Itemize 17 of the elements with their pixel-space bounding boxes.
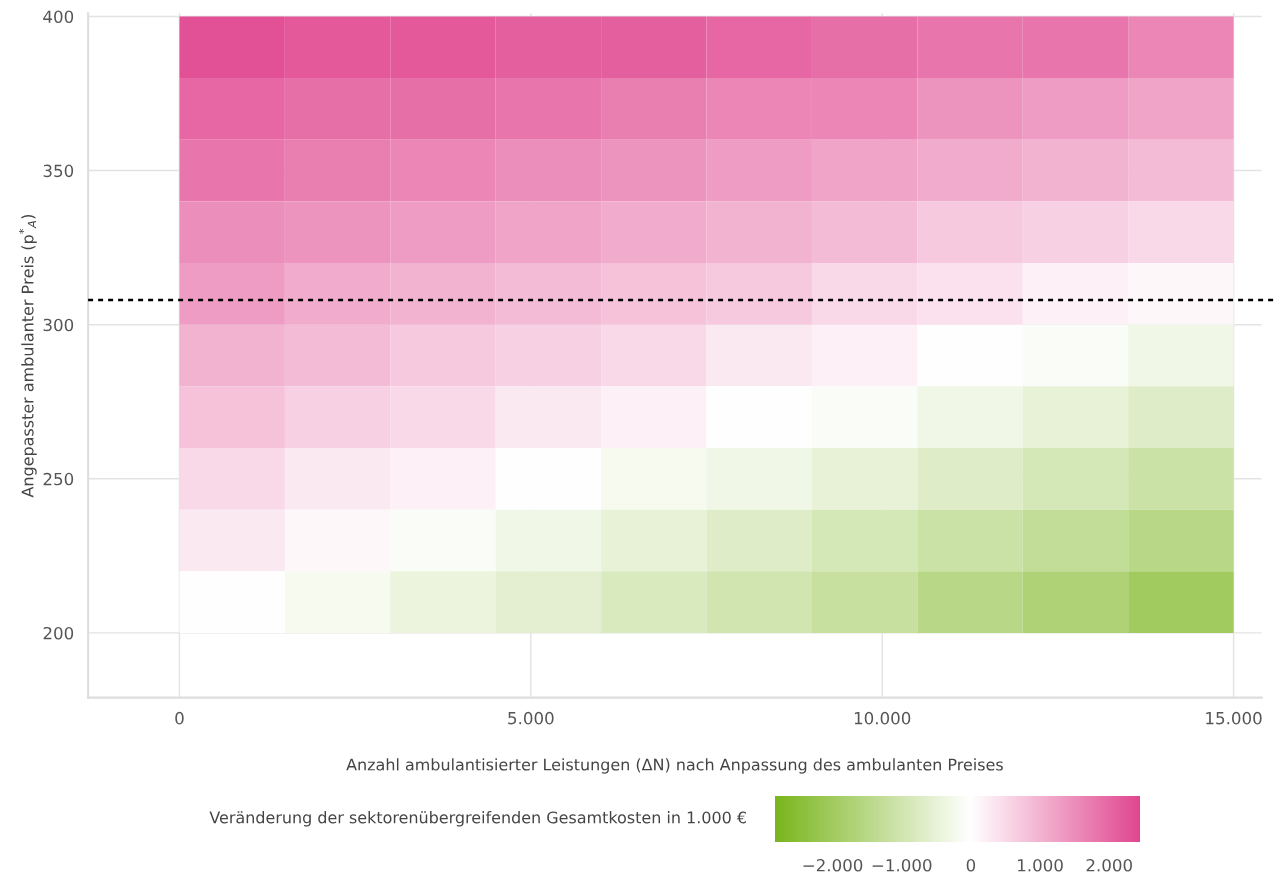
x-tick-label: 0 <box>175 711 184 725</box>
x-axis-title: Anzahl ambulantisierter Leistungen (ΔN) nach Anpassung des ambulanten Preises <box>346 758 1003 774</box>
color-bar-label: −2.000 <box>803 858 863 872</box>
y-tick-label: 300 <box>43 318 74 332</box>
color-bar-label: 2.000 <box>1086 858 1132 872</box>
color-bar-label: 0 <box>966 858 976 872</box>
y-tick-label: 200 <box>43 626 74 640</box>
y-tick-label: 350 <box>43 164 74 178</box>
x-tick-label: 5.000 <box>508 711 554 725</box>
x-tick-label: 15.000 <box>1206 711 1262 725</box>
y-tick-label: 400 <box>43 10 74 24</box>
color-bar-label: 1.000 <box>1018 858 1063 872</box>
y-tick-label: 250 <box>43 472 74 486</box>
y-axis-title: Angepasster ambulanter Preis (p$^{*}$$_{A}$) <box>18 214 37 498</box>
color-bar-label: −1.000 <box>872 858 932 872</box>
color-bar-title: Veränderung der sektorenübergreifenden Gesamtkosten in 1.000 € <box>209 811 746 827</box>
x-tick-label: 10.000 <box>854 711 911 725</box>
